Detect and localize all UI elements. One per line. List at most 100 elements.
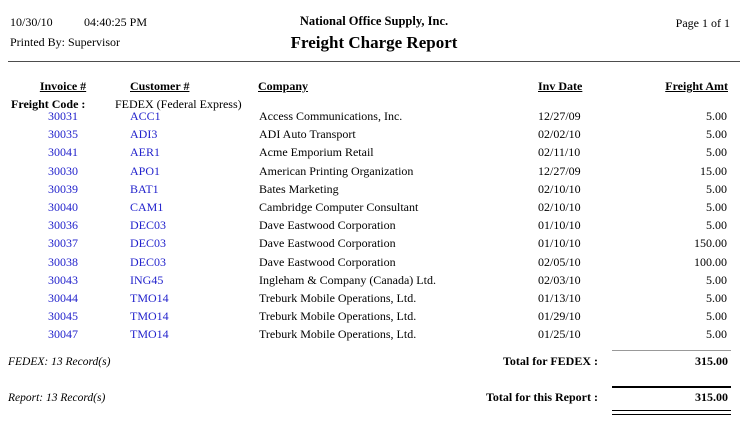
- column-header-freight-amt: Freight Amt: [665, 79, 728, 93]
- column-header-customer: Customer #: [130, 79, 190, 93]
- inv-date-cell: 01/29/10: [538, 309, 581, 324]
- invoice-link[interactable]: 30044: [48, 290, 78, 305]
- customer-link[interactable]: APO1: [130, 163, 161, 178]
- customer-link[interactable]: TMO14: [130, 309, 169, 324]
- invoice-link[interactable]: 30038: [48, 254, 78, 269]
- inv-date-cell: 02/10/10: [538, 181, 581, 196]
- inv-date-cell: 01/13/10: [538, 290, 581, 305]
- customer-link[interactable]: AER1: [130, 145, 160, 160]
- customer-link[interactable]: ADI3: [130, 127, 158, 142]
- freight-amt-cell: 5.00: [706, 272, 727, 287]
- company-cell: Ingleham & Company (Canada) Ltd.: [259, 272, 436, 287]
- inv-date-cell: 12/27/09: [538, 163, 581, 178]
- invoice-link[interactable]: 30041: [48, 145, 78, 160]
- table-row: 30041 AER1 Acme Emporium Retail 02/11/10…: [0, 143, 748, 161]
- freight-code-value: FEDEX (Federal Express): [115, 97, 242, 111]
- report-total-double-rule: [612, 410, 731, 415]
- company-cell: Acme Emporium Retail: [259, 145, 374, 160]
- freight-amt-cell: 5.00: [706, 218, 727, 233]
- company-cell: American Printing Organization: [259, 163, 414, 178]
- company-cell: Access Communications, Inc.: [259, 109, 403, 123]
- inv-date-cell: 02/02/10: [538, 127, 581, 142]
- fedex-record-count: FEDEX: 13 Record(s): [8, 356, 111, 368]
- company-cell: Dave Eastwood Corporation: [259, 254, 396, 269]
- fedex-total-amount: 315.00: [695, 354, 728, 368]
- company-cell: Cambridge Computer Consultant: [259, 199, 419, 214]
- invoice-link[interactable]: 30037: [48, 236, 78, 251]
- invoice-link[interactable]: 30035: [48, 127, 78, 142]
- inv-date-cell: 02/11/10: [538, 145, 581, 160]
- inv-date-cell: 02/03/10: [538, 272, 581, 287]
- report-total-rule: [612, 386, 731, 388]
- invoice-link[interactable]: 30047: [48, 327, 78, 342]
- table-row: 30035 ADI3 ADI Auto Transport 02/02/10 5…: [0, 125, 748, 143]
- column-header-invoice: Invoice #: [39, 79, 87, 93]
- table-row: 30036 DEC03 Dave Eastwood Corporation 01…: [0, 216, 748, 234]
- report-title: Freight Charge Report: [290, 33, 458, 52]
- table-row: 30039 BAT1 Bates Marketing 02/10/10 5.00: [0, 180, 748, 198]
- print-time: 04:40:25 PM: [84, 15, 148, 29]
- customer-link[interactable]: ACC1: [130, 109, 161, 123]
- inv-date-cell: 12/27/09: [538, 109, 581, 123]
- report-record-count: Report: 13 Record(s): [8, 392, 106, 404]
- invoice-link[interactable]: 30039: [48, 181, 78, 196]
- inv-date-cell: 02/10/10: [538, 199, 581, 214]
- invoice-table: 30031 ACC1 Access Communications, Inc. 1…: [0, 107, 748, 343]
- fedex-total-label: Total for FEDEX :: [502, 354, 598, 368]
- invoice-link[interactable]: 30045: [48, 309, 78, 324]
- company-cell: Treburk Mobile Operations, Ltd.: [259, 309, 417, 324]
- table-row: 30045 TMO14 Treburk Mobile Operations, L…: [0, 307, 748, 325]
- customer-link[interactable]: DEC03: [130, 218, 166, 233]
- freight-amt-cell: 5.00: [706, 181, 727, 196]
- column-header-inv-date: Inv Date: [538, 79, 583, 93]
- invoice-link[interactable]: 30031: [48, 109, 78, 123]
- customer-link[interactable]: BAT1: [130, 181, 159, 196]
- freight-amt-cell: 5.00: [706, 127, 727, 142]
- invoice-link[interactable]: 30040: [48, 199, 78, 214]
- table-row: 30038 DEC03 Dave Eastwood Corporation 02…: [0, 253, 748, 271]
- header-divider: [8, 61, 740, 62]
- company-cell: Treburk Mobile Operations, Ltd.: [259, 327, 417, 342]
- invoice-link[interactable]: 30036: [48, 218, 78, 233]
- invoice-link[interactable]: 30030: [48, 163, 78, 178]
- table-row: 30037 DEC03 Dave Eastwood Corporation 01…: [0, 234, 748, 252]
- table-row: 30040 CAM1 Cambridge Computer Consultant…: [0, 198, 748, 216]
- customer-link[interactable]: TMO14: [130, 290, 169, 305]
- freight-code-label: Freight Code :: [11, 97, 86, 111]
- invoice-link[interactable]: 30043: [48, 272, 78, 287]
- customer-link[interactable]: CAM1: [130, 199, 164, 214]
- freight-amt-cell: 5.00: [706, 290, 727, 305]
- customer-link[interactable]: ING45: [130, 272, 164, 287]
- customer-link[interactable]: DEC03: [130, 236, 166, 251]
- page-indicator: Page 1 of 1: [675, 16, 730, 30]
- freight-amt-cell: 5.00: [706, 145, 727, 160]
- freight-amt-cell: 5.00: [706, 327, 727, 342]
- freight-amt-cell: 5.00: [706, 109, 727, 123]
- customer-link[interactable]: DEC03: [130, 254, 166, 269]
- table-row: 30044 TMO14 Treburk Mobile Operations, L…: [0, 289, 748, 307]
- report-total-label: Total for this Report :: [486, 390, 598, 404]
- column-header-company: Company: [258, 79, 309, 93]
- report-total-amount: 315.00: [695, 390, 728, 404]
- freight-amt-cell: 5.00: [706, 309, 727, 324]
- fedex-total-rule: [612, 350, 731, 351]
- print-date: 10/30/10: [10, 15, 53, 29]
- company-cell: ADI Auto Transport: [259, 127, 356, 142]
- inv-date-cell: 01/10/10: [538, 218, 581, 233]
- table-row: 30030 APO1 American Printing Organizatio…: [0, 162, 748, 180]
- company-cell: Dave Eastwood Corporation: [259, 236, 396, 251]
- freight-amt-cell: 15.00: [700, 163, 727, 178]
- freight-amt-cell: 100.00: [694, 254, 727, 269]
- company-cell: Treburk Mobile Operations, Ltd.: [259, 290, 417, 305]
- printed-by: Printed By: Supervisor: [10, 35, 120, 49]
- table-row: 30043 ING45 Ingleham & Company (Canada) …: [0, 271, 748, 289]
- inv-date-cell: 02/05/10: [538, 254, 581, 269]
- table-row: 30031 ACC1 Access Communications, Inc. 1…: [0, 107, 748, 125]
- customer-link[interactable]: TMO14: [130, 327, 169, 342]
- table-row: 30047 TMO14 Treburk Mobile Operations, L…: [0, 325, 748, 343]
- inv-date-cell: 01/10/10: [538, 236, 581, 251]
- company-name: National Office Supply, Inc.: [299, 14, 449, 28]
- freight-amt-cell: 150.00: [694, 236, 727, 251]
- company-cell: Bates Marketing: [259, 181, 339, 196]
